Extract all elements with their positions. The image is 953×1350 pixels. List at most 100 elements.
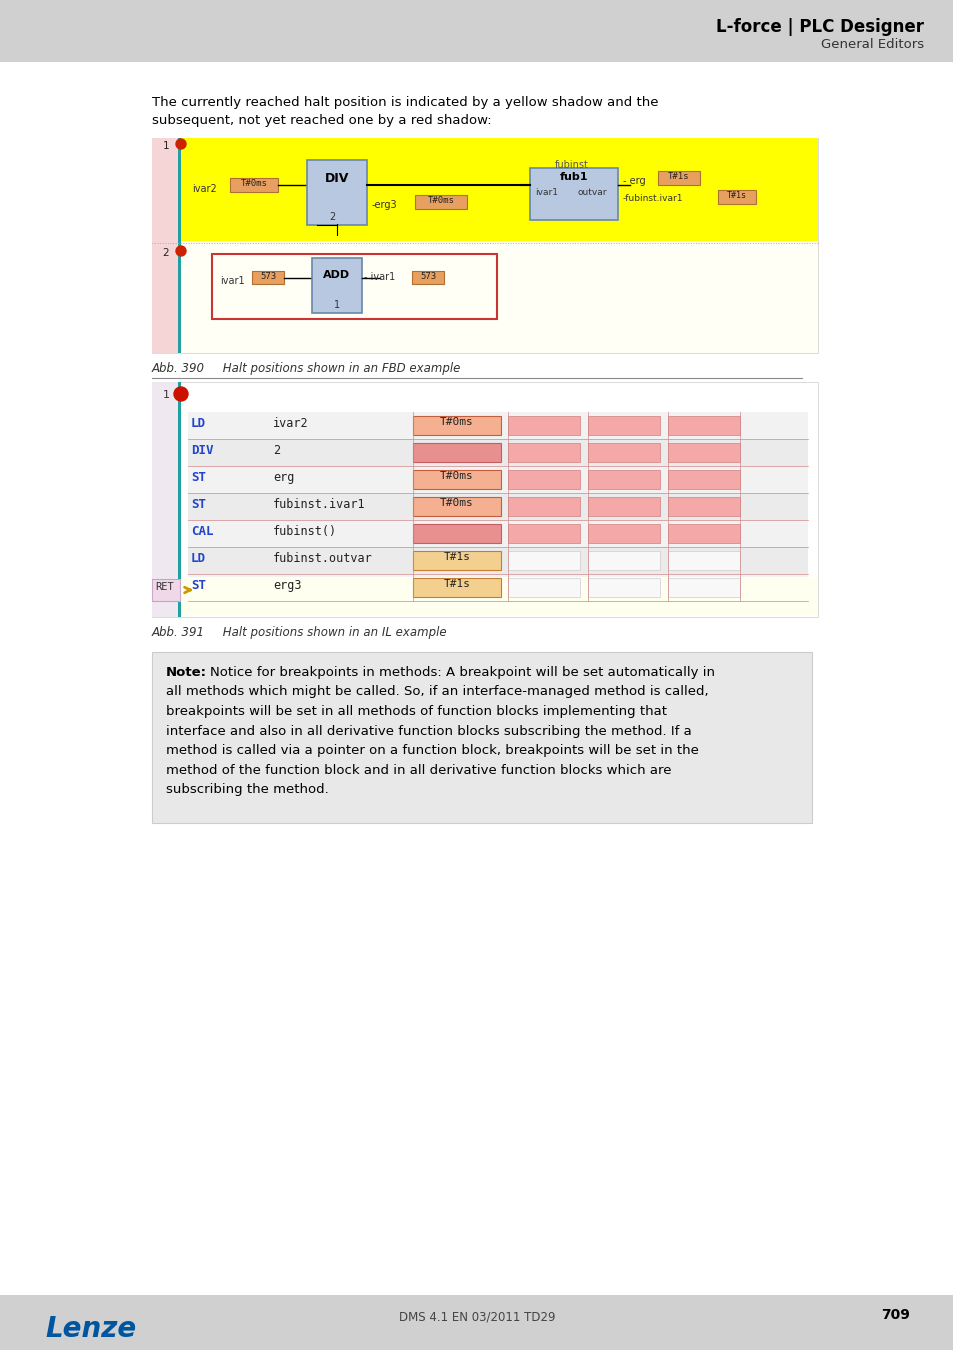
Text: - erg: - erg xyxy=(622,176,645,186)
Text: fubinst.outvar: fubinst.outvar xyxy=(273,552,373,566)
Text: 1: 1 xyxy=(163,140,169,151)
Text: T#1s: T#1s xyxy=(667,171,689,181)
Text: ADD: ADD xyxy=(323,270,350,279)
Bar xyxy=(507,551,579,570)
Text: erg: erg xyxy=(273,471,294,485)
Bar xyxy=(587,578,659,597)
Bar xyxy=(507,524,579,543)
Bar xyxy=(413,497,500,516)
Text: General Editors: General Editors xyxy=(820,38,923,51)
Bar xyxy=(230,178,277,192)
Text: Notice for breakpoints in methods: A breakpoint will be set automatically in: Notice for breakpoints in methods: A bre… xyxy=(210,666,714,679)
Text: RET: RET xyxy=(154,582,173,593)
Bar xyxy=(667,524,740,543)
Text: ivar2: ivar2 xyxy=(192,184,216,194)
Text: T#0ms: T#0ms xyxy=(427,196,454,205)
Bar xyxy=(413,416,500,435)
Bar xyxy=(181,576,817,616)
Bar xyxy=(413,524,500,543)
Bar xyxy=(413,551,500,570)
Bar xyxy=(667,470,740,489)
Circle shape xyxy=(175,139,186,148)
Bar xyxy=(658,171,700,185)
Bar xyxy=(188,520,807,547)
Bar xyxy=(587,470,659,489)
Bar xyxy=(587,524,659,543)
Text: outvar: outvar xyxy=(578,188,607,197)
Text: 1: 1 xyxy=(334,300,339,310)
Text: fubinst: fubinst xyxy=(555,161,588,170)
Bar xyxy=(507,416,579,435)
Text: DIV: DIV xyxy=(191,444,213,458)
Text: T#1s: T#1s xyxy=(443,552,470,562)
Text: 1: 1 xyxy=(162,390,170,400)
Bar xyxy=(181,138,817,242)
Bar xyxy=(188,412,807,439)
Text: Abb. 390     Halt positions shown in an FBD example: Abb. 390 Halt positions shown in an FBD … xyxy=(152,362,461,375)
Text: LD: LD xyxy=(191,552,206,566)
Text: DIV: DIV xyxy=(324,171,349,185)
Bar xyxy=(188,493,807,520)
Bar xyxy=(413,443,500,462)
Bar xyxy=(0,1295,953,1350)
Text: subscribing the method.: subscribing the method. xyxy=(166,783,329,796)
Text: method of the function block and in all derivative function blocks which are: method of the function block and in all … xyxy=(166,764,671,776)
Text: T#0ms: T#0ms xyxy=(439,498,474,508)
Bar xyxy=(507,578,579,597)
Bar xyxy=(312,258,361,313)
Bar xyxy=(413,470,500,489)
Bar xyxy=(178,138,181,352)
Text: L-force | PLC Designer: L-force | PLC Designer xyxy=(716,18,923,36)
Text: CAL: CAL xyxy=(191,525,213,539)
Bar xyxy=(587,551,659,570)
Bar xyxy=(152,138,180,352)
Bar xyxy=(587,443,659,462)
Bar xyxy=(507,470,579,489)
Text: fubinst(): fubinst() xyxy=(273,525,336,539)
Bar xyxy=(507,497,579,516)
Text: interface and also in all derivative function blocks subscribing the method. If : interface and also in all derivative fun… xyxy=(166,725,691,737)
Bar xyxy=(152,579,180,601)
Text: - ivar1: - ivar1 xyxy=(364,271,395,282)
Text: breakpoints will be set in all methods of function blocks implementing that: breakpoints will be set in all methods o… xyxy=(166,705,666,718)
Text: -fubinst.ivar1: -fubinst.ivar1 xyxy=(622,194,682,202)
Text: 709: 709 xyxy=(881,1308,909,1322)
Text: 2: 2 xyxy=(273,444,280,458)
Text: subsequent, not yet reached one by a red shadow:: subsequent, not yet reached one by a red… xyxy=(152,113,491,127)
Text: method is called via a pointer on a function block, breakpoints will be set in t: method is called via a pointer on a func… xyxy=(166,744,699,757)
Bar xyxy=(188,574,807,601)
Bar xyxy=(0,0,953,62)
Bar xyxy=(415,194,467,209)
Bar xyxy=(252,271,284,284)
Text: ivar1: ivar1 xyxy=(220,275,244,286)
Text: fubinst.ivar1: fubinst.ivar1 xyxy=(273,498,365,512)
Bar xyxy=(667,551,740,570)
Bar xyxy=(667,416,740,435)
Text: 573: 573 xyxy=(259,271,275,281)
Bar xyxy=(307,161,367,225)
Text: 2: 2 xyxy=(163,248,169,258)
Text: ivar2: ivar2 xyxy=(273,417,309,431)
Text: The currently reached halt position is indicated by a yellow shadow and the: The currently reached halt position is i… xyxy=(152,96,658,109)
Text: Abb. 391     Halt positions shown in an IL example: Abb. 391 Halt positions shown in an IL e… xyxy=(152,626,447,639)
Text: ivar1: ivar1 xyxy=(535,188,558,197)
Text: 573: 573 xyxy=(419,271,436,281)
Bar xyxy=(507,443,579,462)
Text: Note:: Note: xyxy=(166,666,207,679)
Bar xyxy=(413,578,500,597)
Text: 2: 2 xyxy=(329,212,335,221)
Circle shape xyxy=(175,246,186,256)
Text: ST: ST xyxy=(191,579,206,593)
Text: LD: LD xyxy=(191,417,206,431)
Text: DMS 4.1 EN 03/2011 TD29: DMS 4.1 EN 03/2011 TD29 xyxy=(398,1310,555,1323)
Bar xyxy=(718,190,755,204)
Bar xyxy=(530,167,618,220)
Text: T#0ms: T#0ms xyxy=(439,471,474,481)
Text: ST: ST xyxy=(191,471,206,485)
Text: Lenze: Lenze xyxy=(45,1315,136,1343)
Bar xyxy=(152,382,180,617)
Text: T#0ms: T#0ms xyxy=(439,417,474,427)
Text: T#1s: T#1s xyxy=(443,579,470,589)
Bar xyxy=(188,547,807,574)
Bar xyxy=(152,138,817,352)
